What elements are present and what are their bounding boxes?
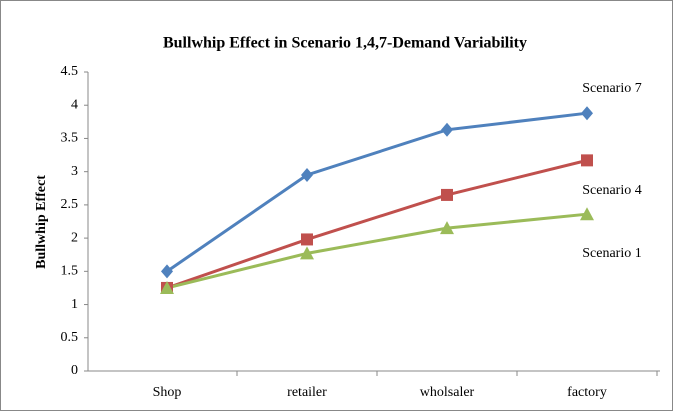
y-axis-label: Bullwhip Effect [34,175,49,269]
x-tick-label: factory [567,385,607,400]
marker [301,233,313,246]
series-line [166,158,588,290]
marker [161,264,173,279]
marker [301,167,313,182]
y-tick-label: 1 [71,297,78,312]
y-tick-label: 2 [71,230,78,245]
marker [160,280,174,294]
y-tick-label: 4.5 [61,64,79,79]
series-label: Scenario 4 [582,183,641,198]
series-line [166,111,588,273]
marker [300,246,314,260]
y-tick-label: 0.5 [61,330,79,345]
y-tick-label: 0 [71,363,78,378]
y-tick-label: 3.5 [61,131,79,146]
y-tick-label: 2.5 [61,197,79,212]
series-line [166,212,588,290]
x-tick-label: wholsaler [420,385,475,400]
series-label: Scenario 1 [582,246,641,261]
marker [441,188,453,201]
marker [581,106,593,121]
y-tick-label: 4 [71,97,78,112]
y-tick-label: 1.5 [61,264,79,279]
x-tick-label: Shop [153,385,182,400]
x-tick-label: retailer [287,385,327,400]
y-tick-label: 3 [71,164,78,179]
marker [581,154,593,167]
marker [580,207,594,221]
marker [441,122,453,137]
marker [440,221,454,235]
series-label: Scenario 7 [582,81,641,96]
chart-title: Bullwhip Effect in Scenario 1,4,7-Demand… [163,35,527,52]
